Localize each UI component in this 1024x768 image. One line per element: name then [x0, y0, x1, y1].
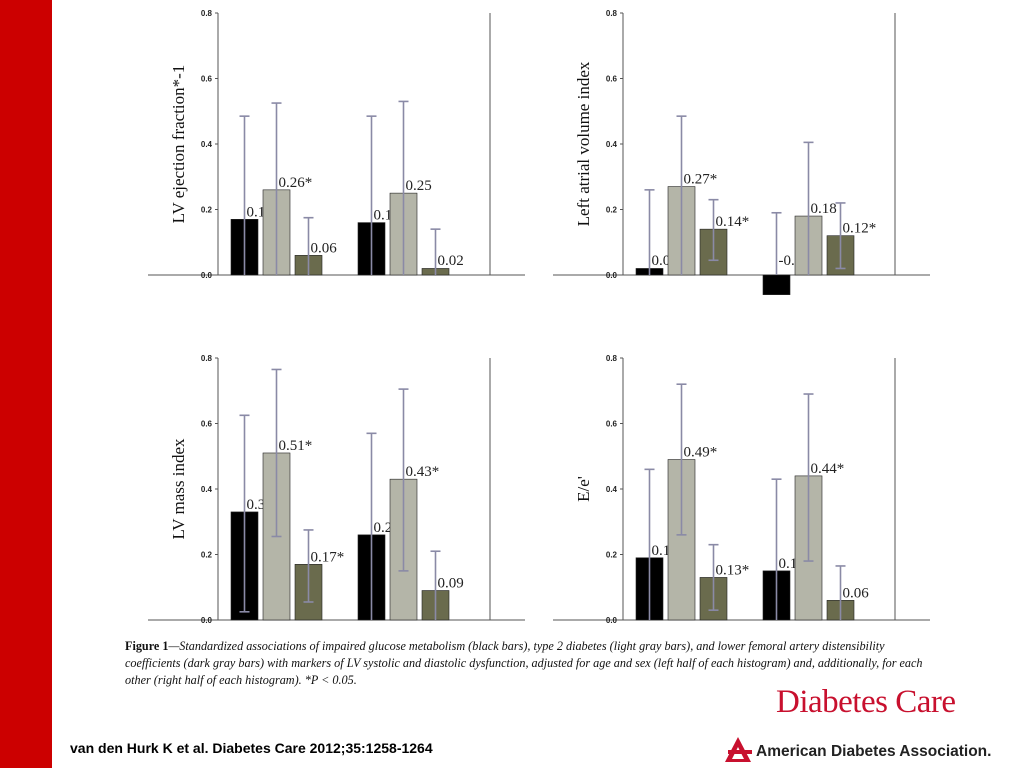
data-label: 0.09 [438, 576, 464, 592]
bar [762, 274, 791, 295]
caption-label: Figure 1 [125, 639, 169, 653]
y-axis-label: Left atrial volume index [574, 61, 593, 226]
data-label: 0.13* [716, 562, 750, 578]
y-tick-label: 0.8 [606, 9, 618, 18]
data-label: 0.18 [811, 201, 837, 217]
data-label: 0.27* [684, 172, 718, 188]
y-axis-label: LV mass index [169, 438, 188, 540]
y-tick-label: 0.6 [606, 420, 618, 429]
data-label: 0.44* [811, 461, 845, 477]
ada-triangle-icon [725, 737, 752, 762]
publisher-name: American Diabetes Association. [756, 743, 992, 760]
y-axis-label: LV ejection fraction*-1 [169, 65, 188, 224]
y-tick-label: 0.4 [606, 140, 618, 149]
y-tick-label: 0.8 [201, 9, 213, 18]
y-tick-label: 0.4 [201, 485, 213, 494]
y-tick-label: 0.2 [606, 551, 618, 560]
data-label: 0.26* [279, 175, 313, 191]
data-label: 0.25 [406, 178, 432, 194]
data-label: 0.06 [843, 585, 870, 601]
data-label: 0.02 [438, 253, 464, 269]
journal-brand: Diabetes Care [776, 684, 956, 720]
data-label: 0.51* [279, 438, 313, 454]
y-tick-label: 0.8 [606, 354, 618, 363]
chart-e-over-e-prime: 0.00.20.40.60.8E/e'0.190.49*0.13* 0.150.4… [553, 354, 930, 625]
data-label: 0.06 [311, 240, 338, 256]
data-label: 0.14* [716, 214, 750, 230]
y-tick-label: 0.0 [606, 616, 618, 625]
y-tick-label: 0.6 [201, 420, 213, 429]
y-tick-label: 0.2 [201, 551, 213, 560]
caption-text: —Standardized associations of impaired g… [125, 639, 923, 687]
chart-left-atrial-volume-index: 0.0 0.2 0.4 0.6 0.8 Left atrial volume index 0… [553, 9, 930, 295]
y-tick-label: 0.6 [606, 75, 618, 84]
y-tick-label: 0.6 [201, 75, 213, 84]
y-tick-label: 0.0 [201, 271, 213, 280]
y-tick-label: 0.4 [201, 140, 213, 149]
y-axis-label: E/e' [574, 476, 593, 502]
y-tick-label: 0.4 [606, 485, 618, 494]
chart-lv-mass-index: 0.00.20.40.60.8LV mass index0.33*0.51*0.… [148, 354, 525, 625]
data-label: 0.12* [843, 221, 877, 237]
chart-lv-ejection-fraction: 0.0 0.2 0.4 0.6 0.8 LV ejection fraction*-1 0.… [148, 9, 525, 280]
data-label: 0.17* [311, 549, 345, 565]
data-label: 0.43* [406, 464, 440, 480]
y-tick-label: 0.2 [201, 206, 213, 215]
y-tick-label: 0.8 [201, 354, 213, 363]
y-tick-label: 0.2 [606, 206, 618, 215]
left-accent-bar [0, 0, 52, 768]
data-label: 0.49* [684, 445, 718, 461]
y-tick-label: 0.0 [201, 616, 213, 625]
y-tick-label: 0.0 [606, 271, 618, 280]
citation: van den Hurk K et al. Diabetes Care 2012… [70, 740, 433, 756]
figure-caption: Figure 1—Standardized associations of im… [125, 638, 940, 689]
